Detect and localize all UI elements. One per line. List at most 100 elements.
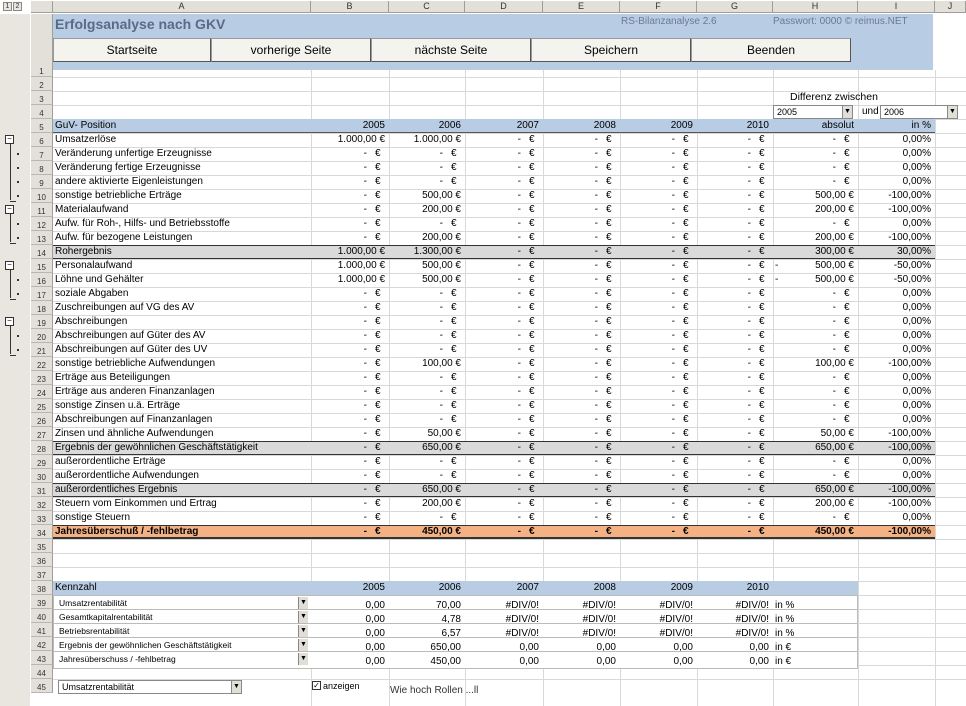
guv-value[interactable]: -100,00% xyxy=(888,358,931,369)
guv-value[interactable]: - xyxy=(747,330,751,341)
guv-value[interactable]: - xyxy=(671,148,675,159)
column-header-B[interactable]: B xyxy=(311,1,389,13)
row-header-13[interactable]: 13 xyxy=(31,231,53,245)
guv-value[interactable]: - xyxy=(747,316,751,327)
kennzahl-value[interactable]: #DIV/0! xyxy=(582,628,616,639)
guv-value[interactable]: - xyxy=(747,148,751,159)
guv-value[interactable]: 0,00% xyxy=(902,162,931,173)
guv-value[interactable]: 0,00% xyxy=(902,176,931,187)
column-header-I[interactable]: I xyxy=(858,1,935,13)
guv-value[interactable]: - xyxy=(517,260,521,271)
exit-button[interactable]: Beenden xyxy=(691,38,851,62)
row-header-15[interactable]: 15 xyxy=(31,259,53,273)
kennzahl-value[interactable]: 0,00 xyxy=(365,600,385,611)
column-header-J[interactable]: J xyxy=(935,1,966,13)
guv-value[interactable]: 200,00 € xyxy=(815,232,854,243)
guv-value[interactable]: - xyxy=(439,148,443,159)
guv-value[interactable]: - xyxy=(594,162,598,173)
guv-value[interactable]: - xyxy=(747,498,751,509)
kennzahl-value[interactable]: 6,57 xyxy=(441,628,461,639)
guv-value[interactable]: - xyxy=(517,456,521,467)
row-header-7[interactable]: 7 xyxy=(31,147,53,161)
guv-value[interactable]: 0,00% xyxy=(902,400,931,411)
row-header-8[interactable]: 8 xyxy=(31,161,53,175)
guv-value[interactable]: - xyxy=(594,484,598,495)
guv-value[interactable]: - xyxy=(832,148,836,159)
guv-value[interactable]: - xyxy=(747,344,751,355)
guv-value[interactable]: - xyxy=(363,218,367,229)
guv-value[interactable]: - xyxy=(832,414,836,425)
kennzahl-value[interactable]: #DIV/0! xyxy=(735,600,769,611)
kennzahl-value[interactable]: #DIV/0! xyxy=(505,628,539,639)
row-header-24[interactable]: 24 xyxy=(31,385,53,399)
guv-value[interactable]: - xyxy=(363,316,367,327)
kennzahl-value[interactable]: 0,00 xyxy=(596,656,616,667)
guv-value[interactable]: 1.000,00 € xyxy=(413,134,461,145)
row-header-17[interactable]: 17 xyxy=(31,287,53,301)
guv-value[interactable]: - xyxy=(671,330,675,341)
guv-value[interactable]: - xyxy=(747,386,751,397)
row-header-29[interactable]: 29 xyxy=(31,455,53,469)
kennzahl-value[interactable]: 650,00 xyxy=(430,642,461,653)
start-page-button[interactable]: Startseite xyxy=(53,38,211,62)
guv-value[interactable]: - xyxy=(747,302,751,313)
guv-value[interactable]: - xyxy=(439,470,443,481)
guv-value[interactable]: - xyxy=(747,526,751,537)
guv-value[interactable]: - xyxy=(747,274,751,285)
guv-value[interactable]: - xyxy=(747,442,751,453)
guv-value[interactable]: - xyxy=(832,330,836,341)
outline-level-button[interactable]: 1 xyxy=(3,2,12,11)
guv-value[interactable]: 200,00 € xyxy=(422,232,461,243)
guv-value[interactable]: 0,00% xyxy=(902,330,931,341)
guv-value[interactable]: - xyxy=(747,260,751,271)
guv-value[interactable]: - xyxy=(594,134,598,145)
guv-value[interactable]: -100,00% xyxy=(888,428,931,439)
guv-value[interactable]: - xyxy=(671,204,675,215)
guv-value[interactable]: 100,00 € xyxy=(815,358,854,369)
guv-value[interactable]: 650,00 € xyxy=(815,484,854,495)
guv-value[interactable]: - xyxy=(832,470,836,481)
kennzahl-value[interactable]: #DIV/0! xyxy=(505,614,539,625)
guv-value[interactable]: - xyxy=(439,162,443,173)
guv-value[interactable]: - xyxy=(832,302,836,313)
guv-value[interactable]: - xyxy=(363,288,367,299)
guv-value[interactable]: - xyxy=(832,288,836,299)
guv-value[interactable]: 100,00 € xyxy=(422,358,461,369)
row-header-1[interactable]: 1 xyxy=(31,14,53,77)
collapse-group-button[interactable]: − xyxy=(5,261,14,270)
guv-value[interactable]: 0,00% xyxy=(902,302,931,313)
guv-value[interactable]: 1.000,00 € xyxy=(337,134,385,145)
guv-value[interactable]: - xyxy=(747,162,751,173)
guv-value[interactable]: -50,00% xyxy=(893,274,931,285)
row-header-45[interactable]: 45 xyxy=(31,679,53,693)
row-header-38[interactable]: 38 xyxy=(31,581,53,595)
guv-value[interactable]: - xyxy=(671,274,675,285)
row-header-44[interactable]: 44 xyxy=(31,665,53,679)
guv-value[interactable]: - xyxy=(671,512,675,523)
guv-value[interactable]: 650,00 € xyxy=(422,484,461,495)
guv-value[interactable]: - xyxy=(594,232,598,243)
guv-value[interactable]: - xyxy=(517,498,521,509)
guv-value[interactable]: - xyxy=(671,232,675,243)
next-page-button[interactable]: nächste Seite xyxy=(371,38,531,62)
guv-value[interactable]: - xyxy=(747,190,751,201)
guv-value[interactable]: - xyxy=(363,498,367,509)
guv-value[interactable]: - xyxy=(671,218,675,229)
guv-value[interactable]: - xyxy=(832,456,836,467)
guv-value[interactable]: - xyxy=(517,442,521,453)
kennzahl-value[interactable]: 0,00 xyxy=(365,628,385,639)
guv-value[interactable]: - xyxy=(594,386,598,397)
guv-value[interactable]: - xyxy=(439,302,443,313)
guv-value[interactable]: - xyxy=(671,386,675,397)
guv-value[interactable]: - xyxy=(594,176,598,187)
kennzahl-select[interactable]: Gesamtkapitalrentabilität ▼ xyxy=(56,611,308,625)
row-header-25[interactable]: 25 xyxy=(31,399,53,413)
guv-value[interactable]: 50,00 € xyxy=(427,428,461,439)
guv-value[interactable]: - xyxy=(747,232,751,243)
guv-value[interactable]: - xyxy=(517,414,521,425)
guv-value[interactable]: 200,00 € xyxy=(422,204,461,215)
row-header-35[interactable]: 35 xyxy=(31,539,53,553)
guv-value[interactable]: - xyxy=(671,400,675,411)
guv-value[interactable]: - xyxy=(517,428,521,439)
guv-value[interactable]: - xyxy=(363,526,367,537)
